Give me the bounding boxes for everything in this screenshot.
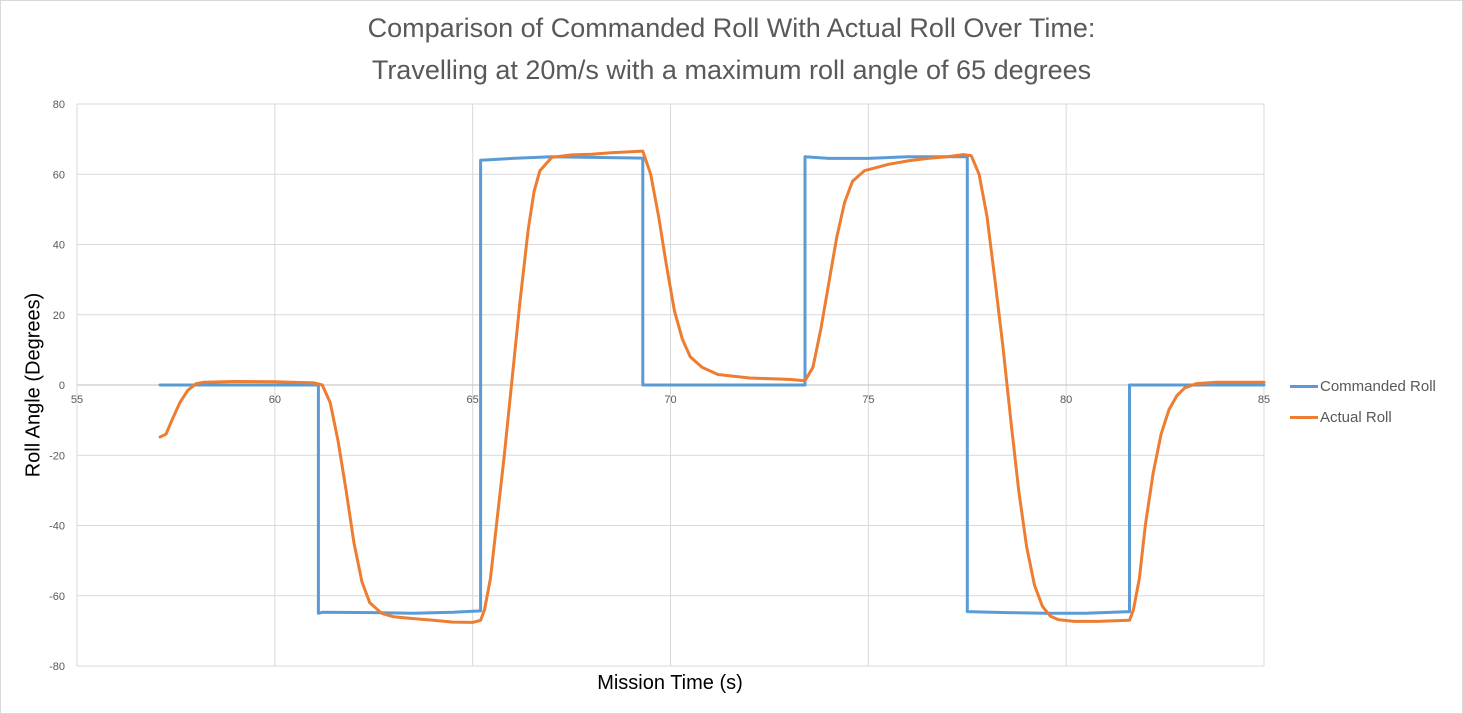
x-tick-label: 65 <box>467 394 479 406</box>
y-tick-label: -60 <box>49 591 65 603</box>
x-tick-label: 60 <box>269 394 281 406</box>
y-tick-label: -40 <box>49 521 65 533</box>
legend-label: Actual Roll <box>1320 408 1392 426</box>
legend-item-actual-roll[interactable]: Actual Roll <box>1290 406 1436 428</box>
legend-swatch-actual-roll <box>1290 415 1318 419</box>
legend-label: Commanded Roll <box>1320 377 1436 395</box>
y-axis-label: Roll Angle (Degrees) <box>22 292 45 478</box>
legend: Commanded Roll Actual Roll <box>1290 375 1436 437</box>
y-tick-label: 40 <box>53 240 65 252</box>
chart-subtitle: Travelling at 20m/s with a maximum roll … <box>371 55 1092 85</box>
y-tick-label: 20 <box>53 310 65 322</box>
x-tick-label: 80 <box>1060 394 1072 406</box>
tick-labels: 80 60 40 20 0 -20 -40 -60 -80 55 60 65 70 75 80 85 <box>49 99 1270 673</box>
x-tick-label: 85 <box>1258 394 1270 406</box>
legend-swatch-commanded-roll <box>1290 384 1318 388</box>
series-lines <box>158 149 1266 624</box>
legend-item-commanded-roll[interactable]: Commanded Roll <box>1290 375 1436 397</box>
x-tick-label: 75 <box>862 394 874 406</box>
y-tick-label: 80 <box>53 99 65 111</box>
series-line-actual-roll <box>158 149 1266 624</box>
y-tick-label: 0 <box>59 380 65 392</box>
y-tick-label: -80 <box>49 661 65 673</box>
x-axis-label: Mission Time (s) <box>597 672 743 694</box>
y-tick-label: 60 <box>53 169 65 181</box>
chart-title: Comparison of Commanded Roll With Actual… <box>367 13 1096 43</box>
x-tick-label: 70 <box>664 394 676 406</box>
y-tick-label: -20 <box>49 450 65 462</box>
x-tick-label: 55 <box>71 394 83 406</box>
series-line-commanded-roll <box>158 155 1266 615</box>
